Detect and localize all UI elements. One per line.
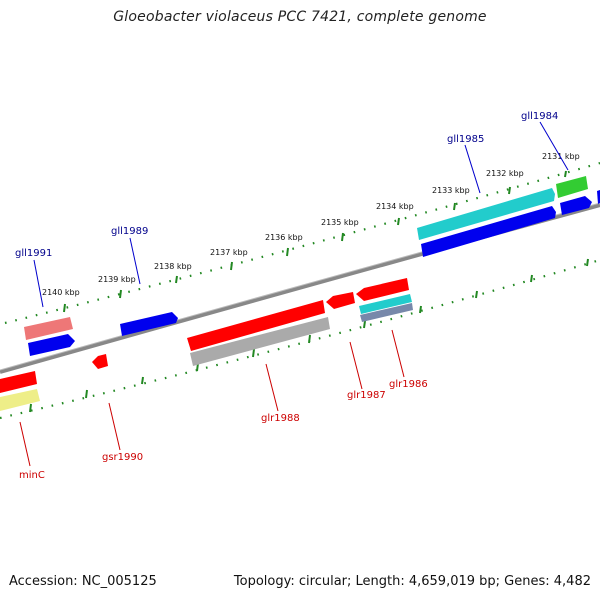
gene-label-gll1985[interactable]: gll1985 bbox=[447, 134, 484, 145]
gene-arrow-red[interactable] bbox=[187, 300, 325, 351]
gene-label-glr1988[interactable]: glr1988 bbox=[261, 413, 300, 424]
gene-label-glr1986[interactable]: glr1986 bbox=[389, 379, 428, 390]
kbp-label: 2134 kbp bbox=[376, 202, 414, 211]
accession-text: Accession: NC_005125 bbox=[9, 574, 157, 589]
map-title: Gloeobacter violaceus PCC 7421, complete… bbox=[113, 9, 487, 25]
gene-label-gll1984[interactable]: gll1984 bbox=[521, 111, 558, 122]
gene-arrow-blue[interactable] bbox=[120, 312, 178, 336]
kbp-label: 2136 kbp bbox=[265, 233, 303, 242]
gene-label-minC[interactable]: minC bbox=[19, 470, 45, 481]
forward-genes bbox=[24, 176, 600, 356]
kbp-label: 2133 kbp bbox=[432, 186, 470, 195]
gene-arrow-yellow[interactable] bbox=[0, 389, 40, 411]
genome-summary-text: Topology: circular; Length: 4,659,019 bp… bbox=[233, 574, 591, 589]
forward-tick-track bbox=[4, 161, 600, 325]
reverse-major-ticks bbox=[29, 258, 589, 413]
gene-arrow-gray[interactable] bbox=[190, 317, 330, 366]
reverse-tick-track bbox=[0, 258, 600, 420]
kbp-label: 2135 kbp bbox=[321, 218, 359, 227]
gene-arrow-slate[interactable] bbox=[360, 303, 413, 322]
gene-arrow-pink[interactable] bbox=[24, 317, 73, 340]
gene-arrow-cyan[interactable] bbox=[359, 294, 412, 314]
gene-arrow-blue[interactable] bbox=[597, 190, 600, 204]
gene-label-glr1987[interactable]: glr1987 bbox=[347, 390, 386, 401]
gene-arrow-red[interactable] bbox=[92, 354, 108, 369]
gene-arrow-blue[interactable] bbox=[421, 206, 556, 257]
gene-label-gsr1990[interactable]: gsr1990 bbox=[102, 452, 143, 463]
gene-arrow-green[interactable] bbox=[556, 176, 588, 198]
gene-label-gll1991[interactable]: gll1991 bbox=[15, 248, 52, 259]
gene-arrow-red[interactable] bbox=[0, 371, 37, 393]
gene-arrow-red[interactable] bbox=[326, 292, 355, 309]
gene-arrow-blue[interactable] bbox=[560, 196, 592, 215]
kbp-label: 2140 kbp bbox=[42, 288, 80, 297]
gene-label-gll1989[interactable]: gll1989 bbox=[111, 226, 148, 237]
gene-arrow-red[interactable] bbox=[356, 278, 409, 301]
kbp-label: 2139 kbp bbox=[98, 275, 136, 284]
kbp-label: 2131 kbp bbox=[542, 152, 580, 161]
gene-arrow-blue[interactable] bbox=[28, 334, 75, 356]
reverse-genes bbox=[0, 278, 413, 411]
reverse-gene-labels bbox=[19, 329, 405, 467]
kbp-label: 2132 kbp bbox=[486, 169, 524, 178]
kbp-label: 2137 kbp bbox=[210, 248, 248, 257]
gene-arrow-cyan[interactable] bbox=[417, 188, 555, 240]
kbp-label: 2138 kbp bbox=[154, 262, 192, 271]
forward-major-ticks bbox=[63, 170, 567, 313]
forward-gene-labels bbox=[33, 121, 569, 308]
